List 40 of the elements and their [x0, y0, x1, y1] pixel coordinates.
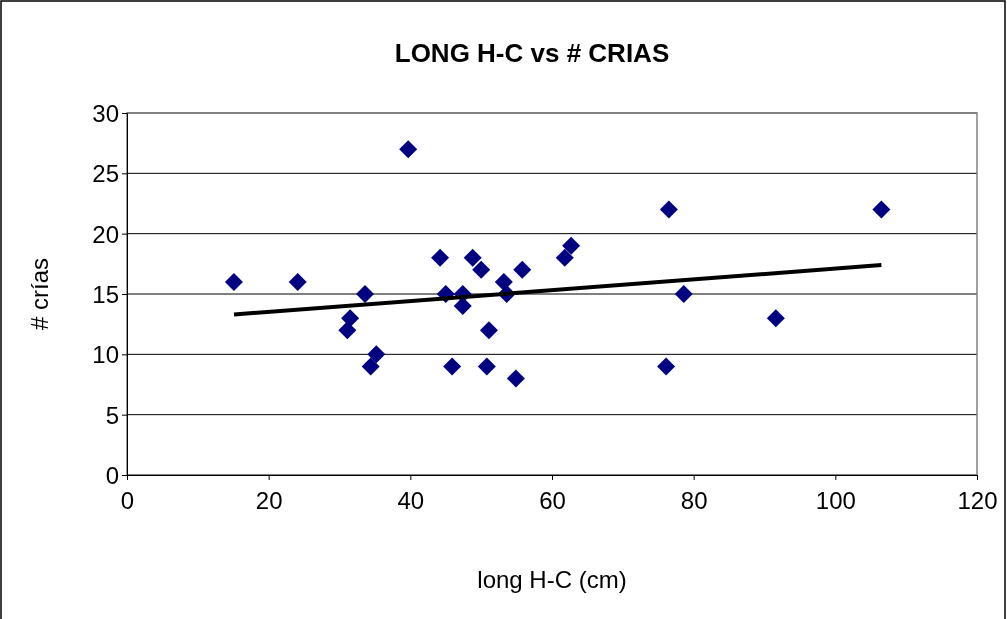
point	[872, 200, 891, 219]
point	[513, 260, 532, 279]
point	[224, 272, 243, 291]
point	[356, 285, 374, 303]
point	[479, 321, 498, 340]
point	[399, 140, 418, 159]
point	[506, 369, 525, 388]
point	[338, 321, 357, 340]
y-tick-label: 0	[105, 461, 119, 489]
point	[443, 357, 462, 376]
x-axis-title: long H-C (cm)	[477, 566, 627, 593]
y-tick-label: 20	[92, 220, 119, 248]
x-tick-label: 40	[397, 487, 425, 515]
x-tick-label: 60	[539, 487, 566, 515]
point	[288, 272, 307, 291]
point	[657, 357, 676, 376]
x-tick-label: 100	[815, 487, 856, 515]
y-tick-label: 30	[92, 99, 119, 127]
point	[472, 260, 491, 279]
x-tick-label: 80	[680, 487, 708, 515]
point	[766, 309, 785, 328]
y-tick-label: 10	[92, 341, 119, 369]
point	[674, 285, 693, 303]
point	[562, 236, 581, 255]
point	[477, 357, 496, 376]
point	[494, 272, 513, 291]
point	[361, 357, 380, 376]
point	[341, 309, 360, 328]
point	[555, 248, 574, 267]
y-axis-title: # crías	[26, 257, 53, 331]
x-tick-label: 20	[255, 487, 283, 515]
point	[659, 200, 678, 219]
x-tick-label: 120	[957, 487, 998, 515]
y-tick-label: 5	[105, 401, 119, 429]
chart-title: LONG H-C vs # CRIAS	[394, 38, 670, 68]
point	[367, 345, 386, 364]
y-tick-label: 15	[92, 280, 119, 308]
point	[463, 248, 482, 267]
y-tick-label: 25	[92, 160, 119, 188]
point	[431, 248, 450, 267]
